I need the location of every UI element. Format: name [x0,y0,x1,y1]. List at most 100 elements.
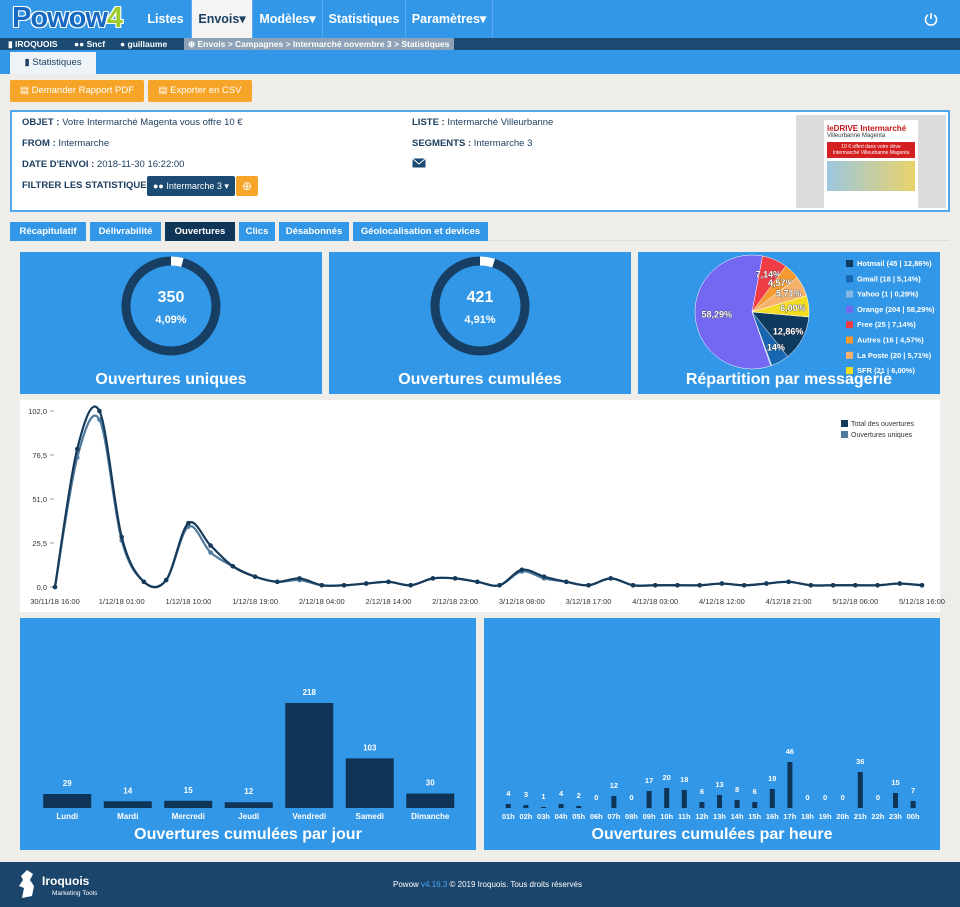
bar [523,805,529,808]
x-tick-label: 23h [889,812,902,821]
bar-value-label: 6 [700,787,704,796]
line-point [919,582,925,588]
x-tick-label: 15h [748,812,761,821]
legend-label: Yahoo (1 | 0,29%) [857,290,919,299]
line-point [497,582,502,588]
footer: Iroquois Marketing Tools Powow v4.16.3 ©… [0,862,960,907]
x-tick-label: Dimanche [411,812,450,821]
tab[interactable]: Géolocalisation et devices [353,222,488,241]
tab[interactable]: Ouvertures [165,222,235,241]
footer-version: v4.16.3 [421,880,448,889]
bar-value-label: 12 [610,781,618,790]
legend-swatch [846,290,853,298]
x-tick-label: Jeudi [238,812,259,821]
pie-label: 58,29% [701,310,732,320]
email-preview[interactable]: leDRIVE Intermarché Villeurbanne Magenta… [796,115,946,208]
breadcrumb-item[interactable]: ●● Sncf [74,39,106,49]
y-tick-label: 51,0 [32,495,47,504]
pie-slice [751,295,810,318]
info-label: SEGMENTS : [412,138,472,149]
pie-label: 7,14% [756,269,782,279]
tab[interactable]: Clics [239,222,275,241]
x-tick-label: 2/12/18 14:00 [366,597,412,606]
line-panel [20,400,940,612]
breadcrumb-item[interactable]: ▮ IROQUOIS [8,39,58,49]
bar [769,789,775,808]
menu-item[interactable]: Paramètres▾ [406,0,493,38]
bar-value-label: 1 [541,792,545,801]
x-tick-label: 21h [854,812,867,821]
power-button[interactable] [923,11,939,27]
bar-value-label: 0 [629,793,633,802]
line-point [275,579,280,585]
kpi-title: Ouvertures uniques [95,371,246,388]
tab[interactable]: Désabonnés [279,222,349,241]
line-point [208,550,213,555]
menu-item[interactable]: Modèles▾ [253,0,323,38]
add-filter-button[interactable]: ⊕ [236,176,258,196]
line-point [764,581,769,586]
x-tick-label: 00h [907,812,920,821]
x-tick-label: 1/12/18 19:00 [232,597,278,606]
legend-label: La Poste (20 | 5,71%) [857,351,932,360]
x-tick-label: Vendredi [292,812,326,821]
logo[interactable]: Powow4 [12,2,123,35]
preview-page: leDRIVE Intermarché Villeurbanne Magenta… [824,120,918,208]
info-row: DATE D'ENVOI : 2018-11-30 16:22:00 [22,159,184,170]
breadcrumb-item[interactable]: ● guillaume [120,39,168,49]
tab[interactable]: Récapitulatif [10,222,86,241]
kpi-ring-segment [170,256,184,267]
menu-item[interactable]: Envois▾ [192,0,253,38]
envelope-icon[interactable] [412,158,426,168]
line-point [808,582,814,588]
info-value: Intermarche [58,138,110,149]
kpi-panel [329,252,631,394]
menu-item[interactable]: Listes [140,0,192,38]
kpi-percent: 4,09% [155,314,186,326]
bar [787,762,793,808]
chart-title: Répartition par messagerie [686,371,892,388]
footer-copyright: © 2019 Iroquois. Tous droits réservés [449,880,582,889]
legend-label: Ouvertures uniques [851,432,913,439]
x-tick-label: 17h [783,812,796,821]
line-point [541,574,547,579]
footer-tagline: Marketing Tools [52,890,98,897]
line-point [475,579,480,585]
legend-label: Total des ouvertures [851,421,915,428]
tab[interactable]: Délivrabilité [90,222,161,241]
logo-text: Powow [12,2,108,34]
bar [646,791,652,808]
button[interactable]: ▤ Demander Rapport PDF [10,80,144,102]
bar [699,802,705,808]
bar-panel [484,618,940,850]
legend-swatch [846,336,853,344]
x-tick-label: 01h [502,812,515,821]
line-point [652,582,658,588]
bar-value-label: 4 [506,789,511,798]
line-point [97,417,102,422]
bar [43,794,92,808]
y-tick-label: 102,0 [28,407,47,416]
page-tab[interactable]: ▮ Statistiques [10,52,96,74]
menu-item[interactable]: Statistiques [323,0,406,38]
info-value: Intermarché Villeurbanne [447,117,554,128]
bar [857,772,863,808]
preview-brand: leDRIVE Intermarché [827,124,907,133]
x-tick-label: 4/12/18 21:00 [766,597,812,606]
footer-brand: Iroquois [42,874,90,888]
x-tick-label: 4/12/18 03:00 [632,597,678,606]
pie-label: 5,14% [759,343,785,353]
x-tick-label: 06h [590,812,603,821]
legend-label: Hotmail (45 | 12,86%) [857,259,932,268]
bar-value-label: 0 [841,793,845,802]
bar [164,800,213,808]
info-row: LISTE : Intermarché Villeurbanne [412,117,553,128]
info-row: SEGMENTS : Intermarche 3 [412,138,532,149]
legend-swatch [846,275,853,283]
filter-dropdown[interactable]: ●● Intermarche 3 ▾ [147,176,235,196]
kpi-ring [430,256,530,356]
button[interactable]: ▤ Exporter en CSV [148,80,252,102]
x-tick-label: Lundi [56,812,78,821]
info-row: OBJET : Votre Intermarché Magenta vous o… [22,117,243,128]
bar-value-label: 6 [753,787,757,796]
